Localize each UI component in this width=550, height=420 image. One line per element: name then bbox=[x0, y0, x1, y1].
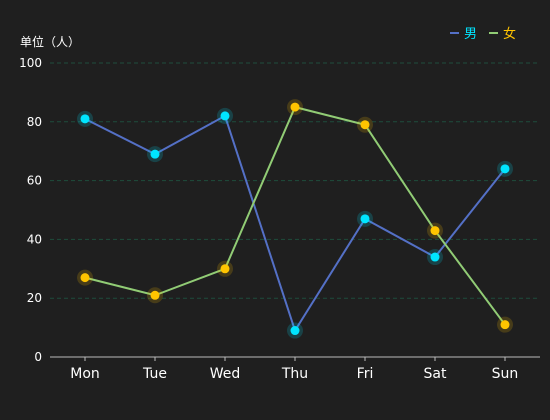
legend-label: 女 bbox=[503, 26, 516, 42]
x-tick-label: Thu bbox=[281, 366, 308, 382]
series-1 bbox=[77, 107, 513, 339]
x-tick-label: Sun bbox=[492, 366, 519, 382]
grid-lines bbox=[50, 62, 540, 299]
y-tick-label: 80 bbox=[27, 115, 42, 129]
x-tick-label: Tue bbox=[142, 366, 167, 382]
y-axis-unit-label: 单位（人） bbox=[20, 34, 80, 49]
data-point[interactable] bbox=[500, 164, 510, 174]
x-tick-label: Mon bbox=[70, 366, 100, 382]
data-point[interactable] bbox=[360, 120, 370, 130]
series-layer bbox=[77, 99, 513, 339]
legend-label: 男 bbox=[464, 27, 477, 42]
legend-item[interactable]: 女 bbox=[489, 26, 516, 42]
data-point[interactable] bbox=[150, 149, 160, 159]
y-tick-label: 100 bbox=[19, 56, 42, 70]
data-point[interactable] bbox=[290, 102, 300, 112]
y-tick-label: 60 bbox=[27, 174, 42, 188]
data-point[interactable] bbox=[290, 326, 300, 336]
y-tick-label: 0 bbox=[34, 350, 42, 364]
data-point[interactable] bbox=[500, 320, 510, 330]
data-point[interactable] bbox=[220, 111, 230, 121]
legend[interactable]: 男女 bbox=[450, 26, 516, 42]
x-tick-label: Fri bbox=[357, 366, 374, 382]
data-point[interactable] bbox=[360, 214, 370, 224]
series-2 bbox=[77, 99, 513, 333]
y-tick-label: 40 bbox=[27, 232, 42, 246]
data-point[interactable] bbox=[80, 273, 90, 283]
data-point[interactable] bbox=[150, 290, 160, 300]
data-point[interactable] bbox=[430, 252, 440, 262]
axes: 0 20 40 60 80 100 Mon Tue Wed Thu Fri Sat Sun bbox=[19, 56, 540, 382]
x-tick-label: Wed bbox=[210, 366, 241, 382]
legend-item[interactable]: 男 bbox=[450, 27, 477, 42]
x-tick-label: Sat bbox=[424, 366, 447, 382]
data-point[interactable] bbox=[430, 226, 440, 236]
data-point[interactable] bbox=[220, 264, 230, 274]
y-tick-label: 20 bbox=[27, 291, 42, 305]
data-point[interactable] bbox=[80, 114, 90, 124]
